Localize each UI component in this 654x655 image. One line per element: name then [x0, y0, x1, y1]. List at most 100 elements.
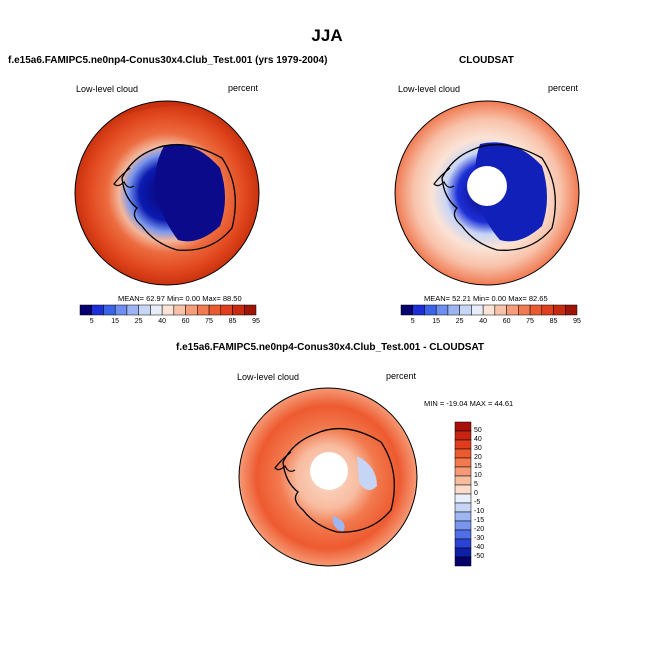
colorbar-tick-label: 60 [181, 318, 190, 325]
colorbar-tick-label: 75 [205, 318, 213, 325]
colorbar-swatch [529, 304, 543, 316]
diff-missing-data [310, 452, 348, 490]
colorbar-swatch [138, 304, 151, 316]
diff-left-label: Low-level cloud [237, 372, 300, 382]
colorbar-swatch [471, 304, 484, 316]
diff-negative-patch [357, 456, 377, 491]
colorbar-swatch [454, 430, 472, 441]
model-left-label: Low-level cloud [76, 84, 139, 94]
colorbar-swatch [454, 502, 472, 513]
colorbar-swatch [220, 304, 233, 316]
colorbar-tick-label: -30 [474, 535, 485, 542]
colorbar-swatch [541, 304, 554, 316]
colorbar-swatch [454, 439, 472, 450]
colorbar-tick-label: -50 [474, 553, 485, 560]
colorbar-swatch [244, 304, 257, 316]
colorbar-tick-label: 40 [158, 318, 167, 325]
colorbar-swatch [400, 304, 413, 316]
colorbar-tick-label: 15 [474, 463, 482, 470]
figure-title: JJA [311, 26, 343, 45]
colorbar-swatch [126, 304, 139, 316]
colorbar-swatch [454, 484, 472, 495]
colorbar-swatch [454, 556, 472, 567]
obs-right-label: percent [548, 83, 579, 93]
colorbar-swatch [424, 304, 437, 316]
diff-panel-title: f.e15a6.FAMIPC5.ne0np4-Conus30x4.Club_Te… [176, 342, 485, 353]
model-panel-title: f.e15a6.FAMIPC5.ne0np4-Conus30x4.Club_Te… [8, 55, 328, 66]
colorbar-tick-label: 50 [474, 427, 482, 434]
colorbar-tick-label: -20 [474, 526, 485, 533]
colorbar-swatch [454, 547, 472, 558]
colorbar-tick-label: 20 [474, 454, 482, 461]
colorbar-swatch [454, 475, 472, 486]
colorbar-swatch [447, 304, 460, 316]
colorbar-swatch [454, 466, 472, 477]
colorbar-swatch [435, 304, 449, 316]
colorbar-swatch [208, 304, 222, 316]
colorbar-swatch [454, 448, 472, 459]
colorbar-swatch [91, 304, 104, 316]
model-right-label: percent [228, 83, 259, 93]
colorbar-tick-label: 10 [474, 472, 482, 479]
colorbar-swatch [565, 304, 578, 316]
colorbar-tick-label: 5 [89, 318, 94, 325]
colorbar-tick-label: 0 [474, 490, 478, 497]
colorbar-tick-label: 40 [474, 436, 482, 443]
colorbar-swatch [454, 520, 472, 531]
colorbar-tick-label: 5 [410, 318, 415, 325]
colorbar-swatch [197, 304, 210, 316]
obs-map [394, 100, 580, 286]
colorbar-swatch [494, 304, 507, 316]
colorbar-swatch [185, 304, 198, 316]
model-colorbar [79, 304, 257, 316]
colorbar-swatch [454, 493, 472, 504]
obs-peninsula [433, 167, 455, 188]
colorbar-swatch [454, 457, 472, 468]
obs-left-label: Low-level cloud [398, 84, 461, 94]
colorbar-tick-label: 85 [549, 318, 558, 325]
obs-colorbar-labels: 5 15 25 40 60 75 85 95 [401, 318, 581, 328]
obs-stats: MEAN= 52.21 Min= 0.00 Max= 82.65 [424, 294, 548, 303]
colorbar-swatch [150, 304, 163, 316]
model-stats: MEAN= 62.97 Min= 0.00 Max= 88.50 [118, 294, 242, 303]
colorbar-tick-label: -5 [474, 499, 481, 506]
colorbar-tick-label: 30 [474, 445, 482, 452]
colorbar-swatch [553, 304, 566, 316]
colorbar-swatch [79, 304, 92, 316]
colorbar-swatch [459, 304, 472, 316]
colorbar-swatch [173, 304, 186, 316]
model-high-band [75, 101, 259, 168]
colorbar-tick-label: 25 [455, 318, 464, 325]
colorbar-tick-label: -40 [474, 544, 485, 551]
colorbar-swatch [161, 304, 175, 316]
diff-map [238, 387, 418, 567]
colorbar-tick-label: 5 [474, 481, 478, 488]
obs-colorbar [400, 304, 578, 316]
colorbar-tick-label: 15 [111, 318, 120, 325]
colorbar-swatch [454, 529, 472, 540]
model-low-cloud-core [155, 144, 225, 242]
colorbar-swatch [114, 304, 128, 316]
colorbar-tick-label: 95 [573, 318, 581, 325]
diff-stats: MIN = -19.04 MAX = 44.61 [424, 399, 514, 408]
colorbar-swatch [482, 304, 496, 316]
colorbar-swatch [454, 511, 472, 522]
obs-panel-title: CLOUDSAT [459, 55, 514, 66]
model-map [74, 100, 260, 286]
colorbar-swatch [232, 304, 245, 316]
diff-colorbar [454, 421, 472, 567]
colorbar-tick-label: 95 [252, 318, 260, 325]
colorbar-tick-label: 25 [134, 318, 143, 325]
diff-right-label: percent [386, 371, 417, 381]
model-colorbar-labels: 5 15 25 40 60 75 85 95 [80, 318, 260, 328]
colorbar-tick-label: -10 [474, 508, 485, 515]
colorbar-swatch [506, 304, 519, 316]
colorbar-swatch [518, 304, 531, 316]
colorbar-tick-label: 60 [502, 318, 511, 325]
colorbar-swatch [412, 304, 425, 316]
colorbar-tick-label: 85 [228, 318, 237, 325]
model-peninsula [113, 167, 135, 188]
colorbar-tick-label: 75 [526, 318, 534, 325]
colorbar-tick-label: 15 [432, 318, 441, 325]
diff-peninsula [274, 451, 296, 472]
